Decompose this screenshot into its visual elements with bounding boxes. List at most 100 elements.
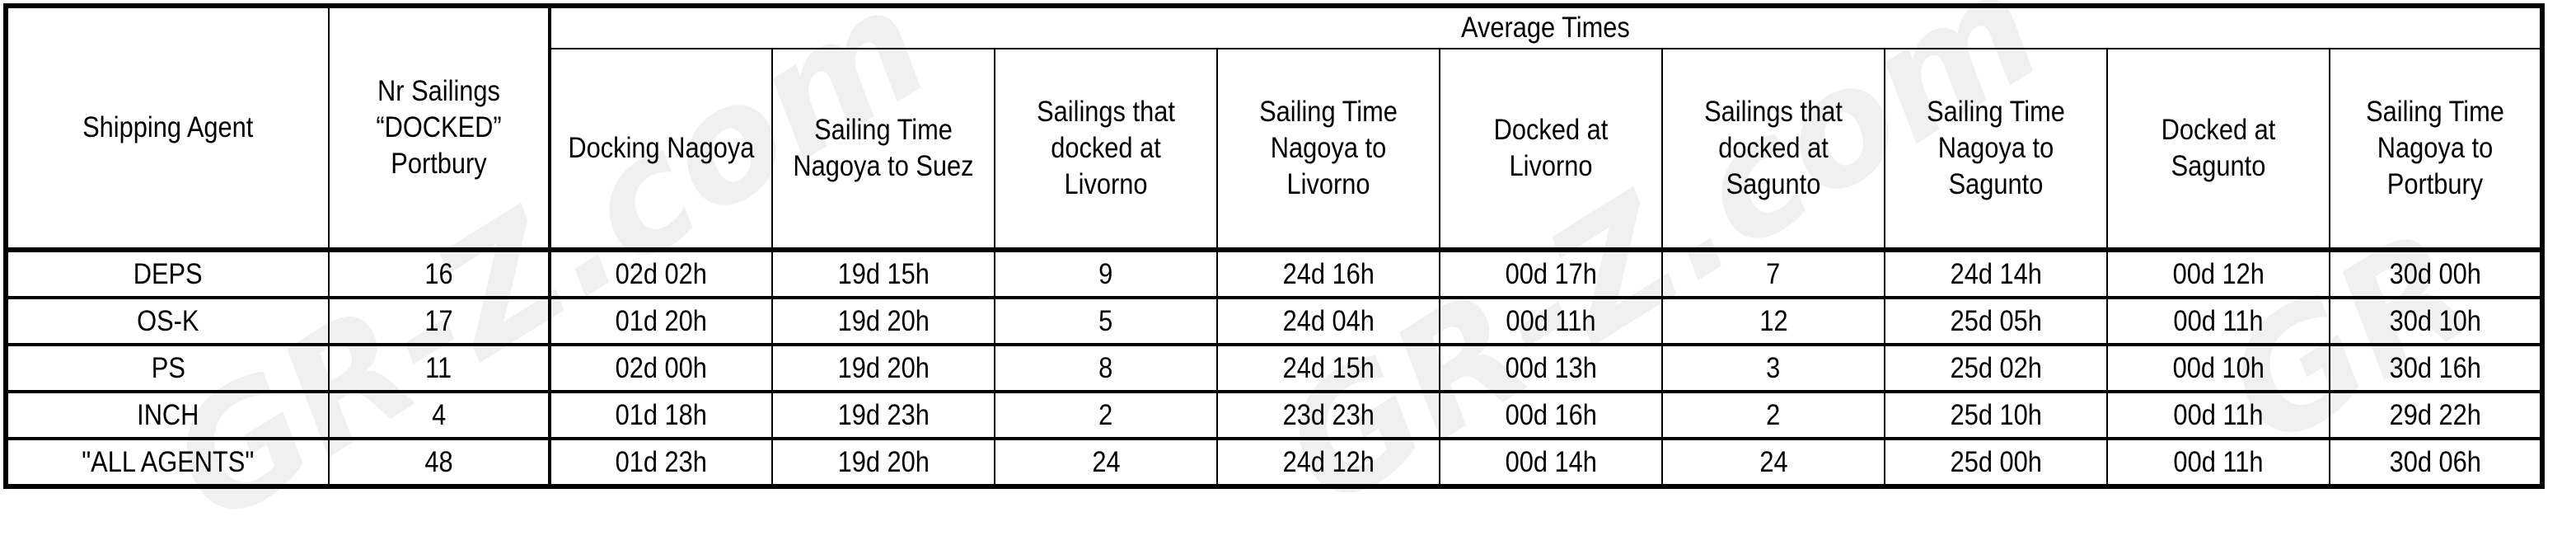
value-cell: 30d 10h	[2329, 296, 2543, 345]
column-header-label: Sailing Time Nagoya to Livorno	[1259, 96, 1398, 200]
cell-text: 00d 16h	[1505, 398, 1597, 431]
value-cell: 24	[1661, 437, 1885, 487]
cell-text: 11	[425, 351, 452, 384]
cell-text: 30d 06h	[2389, 445, 2481, 478]
value-cell: 00d 17h	[1439, 248, 1663, 298]
value-cell: 19d 20h	[771, 437, 995, 487]
cell-text: 9	[1098, 257, 1113, 290]
column-header: Docking Nagoya	[549, 48, 773, 252]
cell-text: 02d 00h	[615, 351, 708, 384]
value-cell: 00d 13h	[1439, 343, 1663, 392]
value-cell: 19d 20h	[771, 296, 995, 345]
cell-text: 00d 11h	[2173, 304, 2264, 337]
cell-text: 19d 20h	[837, 304, 930, 337]
agent-cell: DEPS	[5, 248, 330, 298]
cell-text: 19d 20h	[837, 445, 930, 478]
value-cell: 24d 14h	[1884, 248, 2108, 298]
cell-text: 5	[1098, 304, 1113, 337]
value-cell: 24d 04h	[1216, 296, 1440, 345]
value-cell: 01d 18h	[549, 390, 773, 439]
value-cell: 00d 16h	[1439, 390, 1663, 439]
table-row: "ALL AGENTS" 48 01d 23h 19d 20h 24 24d 12h 00d…	[5, 437, 2543, 487]
value-cell: 29d 22h	[2329, 390, 2543, 439]
value-cell: 17	[328, 296, 551, 345]
cell-text: DEPS	[133, 257, 203, 290]
cell-text: 2	[1766, 398, 1781, 431]
value-cell: 7	[1661, 248, 1885, 298]
value-cell: 24d 16h	[1216, 248, 1440, 298]
value-cell: 24d 12h	[1216, 437, 1440, 487]
value-cell: 00d 10h	[2106, 343, 2330, 392]
cell-text: 02d 02h	[615, 257, 708, 290]
value-cell: 19d 15h	[771, 248, 995, 298]
cell-text: 25d 05h	[1950, 304, 2042, 337]
cell-text: 00d 12h	[2172, 257, 2265, 290]
value-cell: 25d 00h	[1884, 437, 2108, 487]
value-cell: 02d 00h	[549, 343, 773, 392]
table-row: PS 11 02d 00h 19d 20h 8 24d 15h 00d 13h 3 25d 02…	[5, 343, 2543, 392]
header-nr-sailings: Nr Sailings “DOCKED” Portbury	[328, 5, 551, 252]
value-cell: 30d 16h	[2329, 343, 2543, 392]
value-cell: 01d 20h	[549, 296, 773, 345]
table-row: DEPS 16 02d 02h 19d 15h 9 24d 16h 00d 17h 7 24d …	[5, 248, 2543, 298]
cell-text: 16	[424, 257, 453, 290]
column-header-label: Docked at Livorno	[1493, 114, 1609, 182]
cell-text: 24	[1091, 445, 1121, 478]
column-header: Sailing Time Nagoya to Portbury	[2329, 48, 2543, 252]
column-header: Sailings that docked at Sagunto	[1661, 48, 1885, 252]
cell-text: 3	[1766, 351, 1781, 384]
cell-text: 17	[424, 304, 453, 337]
value-cell: 9	[994, 248, 1218, 298]
column-header-label: Sailing Time Nagoya to Suez	[793, 114, 974, 182]
value-cell: 02d 02h	[549, 248, 773, 298]
value-cell: 00d 14h	[1439, 437, 1663, 487]
column-header-label: Sailing Time Nagoya to Portbury	[2366, 96, 2504, 200]
value-cell: 00d 11h	[2106, 296, 2330, 345]
cell-text: 30d 00h	[2389, 257, 2481, 290]
value-cell: 01d 23h	[549, 437, 773, 487]
value-cell: 23d 23h	[1216, 390, 1440, 439]
value-cell: 2	[994, 390, 1218, 439]
value-cell: 11	[328, 343, 551, 392]
value-cell: 5	[994, 296, 1218, 345]
value-cell: 00d 11h	[2106, 390, 2330, 439]
header-shipping-agent: Shipping Agent	[5, 5, 330, 252]
value-cell: 00d 11h	[1439, 296, 1663, 345]
value-cell: 00d 12h	[2106, 248, 2330, 298]
value-cell: 4	[328, 390, 551, 439]
column-header: Sailing Time Nagoya to Sagunto	[1884, 48, 2108, 252]
cell-text: 23d 23h	[1282, 398, 1375, 431]
value-cell: 3	[1661, 343, 1885, 392]
cell-text: 24d 12h	[1282, 445, 1375, 478]
cell-text: 4	[431, 398, 447, 431]
cell-text: INCH	[137, 398, 199, 431]
value-cell: 30d 00h	[2329, 248, 2543, 298]
value-cell: 24d 15h	[1216, 343, 1440, 392]
value-cell: 8	[994, 343, 1218, 392]
cell-text: 01d 18h	[615, 398, 708, 431]
value-cell: 25d 10h	[1884, 390, 2108, 439]
column-header-label: Docking Nagoya	[568, 132, 755, 164]
value-cell: 19d 20h	[771, 343, 995, 392]
cell-text: 24d 04h	[1282, 304, 1375, 337]
cell-text: 25d 10h	[1950, 398, 2042, 431]
agent-cell: INCH	[5, 390, 330, 439]
cell-text: OS-K	[137, 304, 199, 337]
value-cell: 48	[328, 437, 551, 487]
table-row: OS-K 17 01d 20h 19d 20h 5 24d 04h 00d 11h 12 25d…	[5, 296, 2543, 345]
value-cell: 24	[994, 437, 1218, 487]
cell-text: 48	[424, 445, 453, 478]
cell-text: 00d 17h	[1505, 257, 1597, 290]
column-header: Sailing Time Nagoya to Suez	[771, 48, 995, 252]
cell-text: 00d 10h	[2172, 351, 2265, 384]
cell-text: 19d 20h	[837, 351, 930, 384]
column-header: Docked at Livorno	[1439, 48, 1663, 252]
cell-text: 00d 11h	[2173, 398, 2264, 431]
value-cell: 00d 11h	[2106, 437, 2330, 487]
agent-cell: PS	[5, 343, 330, 392]
cell-text: 24d 16h	[1282, 257, 1375, 290]
value-cell: 2	[1661, 390, 1885, 439]
cell-text: 2	[1098, 398, 1113, 431]
cell-text: 19d 15h	[837, 257, 930, 290]
value-cell: 19d 23h	[771, 390, 995, 439]
